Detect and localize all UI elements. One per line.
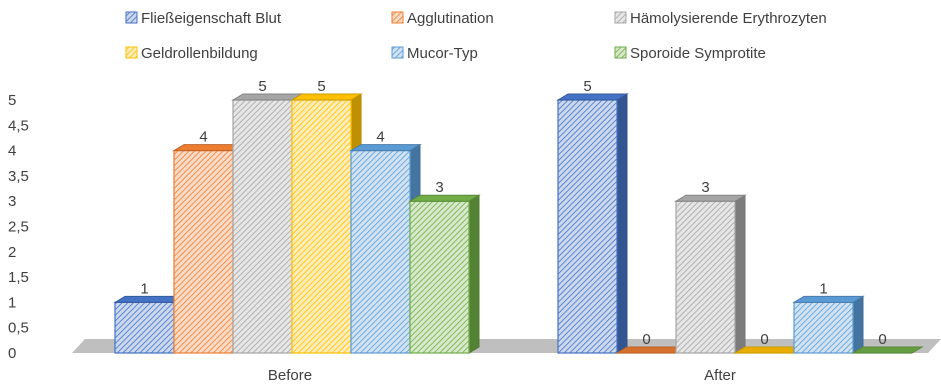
y-tick-label: 1,5 [8,269,29,286]
data-label: 5 [583,78,591,95]
y-tick-label: 4,5 [8,117,29,134]
y-tick-label: 1 [8,294,16,311]
legend-label: Geldrollenbildung [141,45,258,62]
data-label: 4 [199,129,207,146]
data-label: 3 [435,179,443,196]
bar [556,93,629,354]
bar [408,194,481,354]
data-label: 5 [317,78,325,95]
data-label: 5 [258,78,266,95]
legend: Fließeigenschaft Blut Agglutination Hämoly… [125,10,827,62]
data-label: 0 [642,331,650,348]
x-category-label: Before [268,367,312,384]
legend-label: Agglutination [407,10,494,27]
data-label: 1 [819,280,827,297]
data-label: 1 [140,280,148,297]
legend-swatch [391,46,404,59]
y-tick-label: 2 [8,244,16,261]
legend-label: Sporoide Symprotite [630,45,766,62]
y-tick-label: 0 [8,345,16,362]
legend-swatch [614,46,627,59]
bar [851,346,924,354]
data-label: 0 [760,331,768,348]
y-tick-label: 3 [8,193,16,210]
y-axis: 0 0,5 1 1,5 2 2,5 3 3,5 4 4,5 5 [8,92,29,362]
data-label: 0 [878,331,886,348]
bar [674,194,747,354]
y-tick-label: 5 [8,92,16,109]
legend-item: Geldrollenbildung [125,45,258,62]
legend-label: Fließeigenschaft Blut [141,10,282,27]
bar [792,295,865,354]
x-category-label: After [704,367,736,384]
data-label: 3 [701,179,709,196]
bars [113,93,924,354]
legend-swatch [125,46,138,59]
legend-item: Agglutination [391,10,494,27]
y-tick-label: 2,5 [8,219,29,236]
y-tick-label: 0,5 [8,320,29,337]
x-axis: Before After [268,367,736,384]
legend-item: Fließeigenschaft Blut [125,10,282,27]
legend-swatch [614,11,627,24]
legend-label: Mucor-Typ [407,45,478,62]
data-labels: 1 4 5 5 4 3 5 0 3 0 1 0 [140,78,886,348]
legend-swatch [125,11,138,24]
data-label: 4 [376,129,384,146]
legend-item: Mucor-Typ [391,45,478,62]
legend-item: Hämolysierende Erythrozyten [614,10,827,27]
legend-swatch [391,11,404,24]
y-tick-label: 3,5 [8,168,29,185]
legend-label: Hämolysierende Erythrozyten [630,10,827,27]
y-tick-label: 4 [8,143,16,160]
legend-item: Sporoide Symprotite [614,45,766,62]
